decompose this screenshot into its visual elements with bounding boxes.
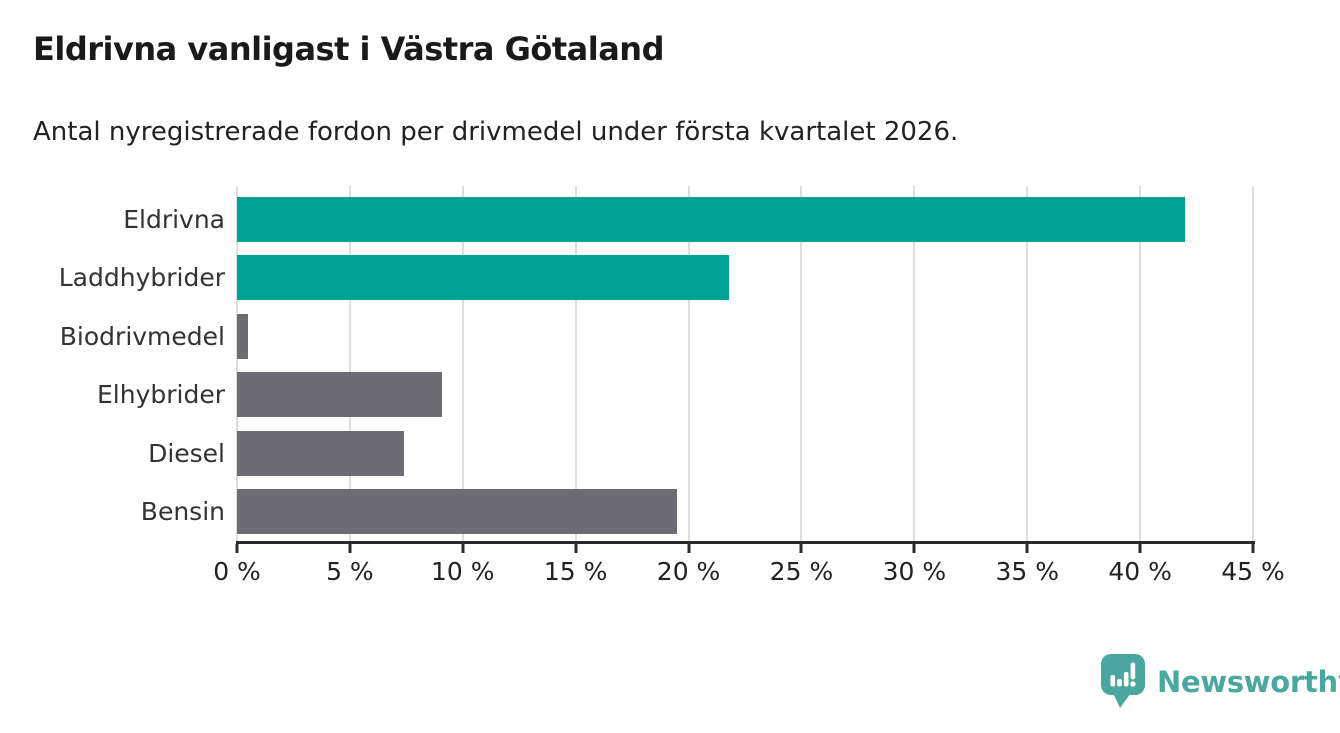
category-label-elhybrider: Elhybrider <box>96 380 225 410</box>
gridline <box>1252 186 1254 541</box>
x-axis-tick <box>687 544 691 553</box>
category-label-biodrivmedel: Biodrivmedel <box>59 321 225 351</box>
x-tick-label: 45 % <box>1221 557 1285 586</box>
x-tick-label: 5 % <box>326 557 374 586</box>
gridline <box>687 186 690 541</box>
x-axis: 0 % 5 % 10 % 15 % 20 % 25 % 30 % 35 % 40 % 45 % <box>213 541 1285 601</box>
x-axis-tick <box>912 544 916 553</box>
x-tick-label: 35 % <box>995 557 1059 586</box>
x-tick-label: 0 % <box>213 557 261 586</box>
plot-area <box>236 186 1254 541</box>
bar-eldrivna <box>237 197 1186 242</box>
x-axis-tick <box>461 544 465 553</box>
gridline <box>348 186 351 541</box>
x-axis-tick <box>1251 544 1255 553</box>
x-axis-line <box>236 541 1255 544</box>
chart-title: Eldrivna vanligast i Västra Götaland <box>33 30 664 68</box>
x-tick-label: 20 % <box>656 557 721 586</box>
x-tick-label: 10 % <box>431 557 495 586</box>
bar-laddhybrider <box>237 255 730 301</box>
bar-elhybrider <box>237 372 443 418</box>
gridline <box>1139 186 1142 541</box>
speech-bubble-bar-chart-icon <box>1101 654 1145 708</box>
gridline <box>461 186 464 541</box>
chart-subtitle: Antal nyregistrerade fordon per drivmede… <box>33 117 959 147</box>
x-axis-tick <box>1025 544 1029 553</box>
category-label-bensin: Bensin <box>140 497 225 526</box>
x-tick-label: 15 % <box>543 557 608 586</box>
gridline <box>800 186 803 541</box>
brand-name: Newsworthy <box>1157 664 1340 699</box>
newsworthy-logo[interactable]: Newsworthy <box>1100 653 1340 710</box>
gridline <box>574 186 577 541</box>
bar-biodrivmedel <box>237 313 249 359</box>
gridline <box>236 186 238 541</box>
bar-diesel <box>237 430 405 476</box>
x-tick-label: 25 % <box>769 557 834 586</box>
category-label-eldrivna: Eldrivna <box>123 205 225 234</box>
gridline <box>913 186 916 541</box>
x-axis-tick <box>1138 544 1142 553</box>
category-label-laddhybrider: Laddhybrider <box>58 263 225 293</box>
x-axis-tick <box>348 544 352 553</box>
x-axis-tick <box>235 544 239 553</box>
x-tick-label: 30 % <box>882 557 947 586</box>
x-axis-tick <box>799 544 803 553</box>
x-axis-tick <box>574 544 578 553</box>
bar-bensin <box>237 489 678 534</box>
gridline <box>1026 186 1029 541</box>
x-tick-label: 40 % <box>1108 557 1172 586</box>
category-labels: Eldrivna Laddhybrider Biodrivmedel Elhybrid… <box>0 186 225 541</box>
category-label-diesel: Diesel <box>148 438 225 468</box>
